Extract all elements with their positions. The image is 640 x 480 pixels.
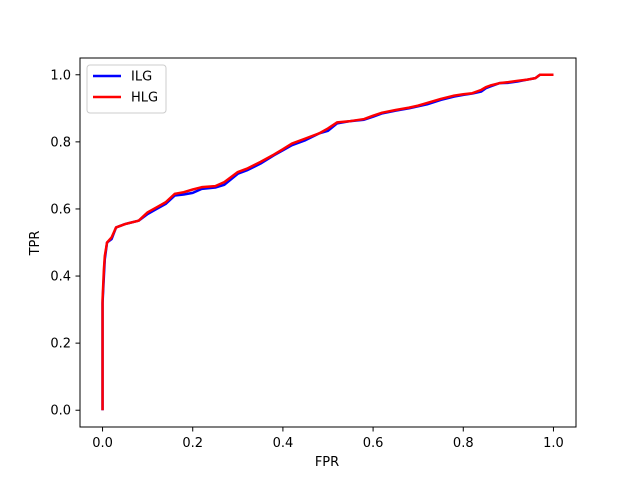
x-tick-label: 0.6 bbox=[363, 436, 384, 451]
y-tick-label: 0.0 bbox=[50, 404, 71, 419]
x-tick-label: 0.4 bbox=[273, 436, 294, 451]
series-line-hlg bbox=[101, 73, 554, 411]
y-axis-label: TPR bbox=[28, 231, 43, 257]
y-tick-label: 1.0 bbox=[50, 68, 71, 83]
y-tick-label: 0.6 bbox=[50, 202, 71, 217]
x-tick-label: 1.0 bbox=[543, 436, 564, 451]
legend-label-hlg: HLG bbox=[131, 91, 158, 106]
x-tick-label: 0.2 bbox=[182, 436, 203, 451]
legend-label-ilg: ILG bbox=[131, 70, 152, 85]
x-tick-label: 0.8 bbox=[453, 436, 474, 451]
legend: ILG HLG bbox=[86, 64, 167, 114]
x-tick-label: 0.0 bbox=[92, 436, 113, 451]
y-tick-label: 0.4 bbox=[50, 270, 71, 285]
y-tick-label: 0.2 bbox=[50, 337, 71, 352]
legend-box bbox=[86, 64, 167, 114]
x-axis-label: FPR bbox=[315, 455, 339, 470]
y-axis-ticks: 0.0 0.2 0.4 0.6 0.8 1.0 bbox=[50, 68, 80, 419]
x-axis-ticks: 0.0 0.2 0.4 0.6 0.8 1.0 bbox=[92, 427, 564, 451]
axes-frame bbox=[79, 57, 577, 428]
plot-lines bbox=[101, 73, 554, 411]
y-tick-label: 0.8 bbox=[50, 135, 71, 150]
